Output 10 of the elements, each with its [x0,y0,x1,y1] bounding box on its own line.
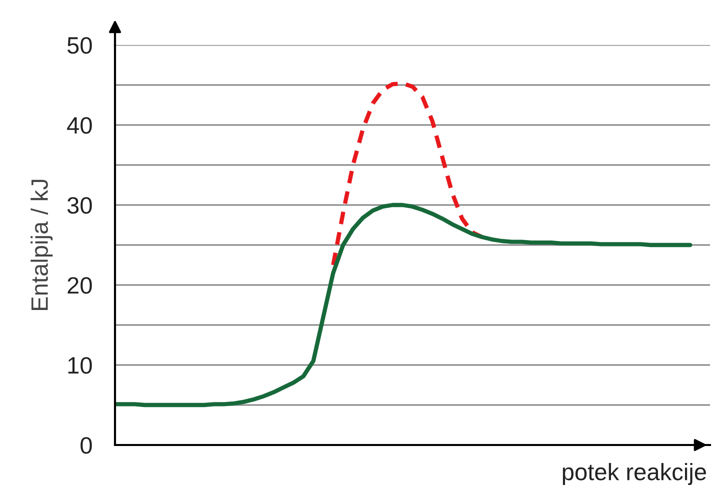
y-tick-label: 10 [68,357,92,374]
y-tick-label: 30 [67,197,92,214]
line-series [331,81,484,268]
y-tick-label: 0 [80,437,92,454]
y-axis-title: Entalpija / kJ [30,180,53,310]
y-tick-label: 50 [67,37,92,54]
y-tick-label: 20 [68,277,92,294]
x-axis-title: potek reakcije [562,463,706,486]
y-tick-label: 40 [67,117,92,134]
line-series [115,202,692,408]
